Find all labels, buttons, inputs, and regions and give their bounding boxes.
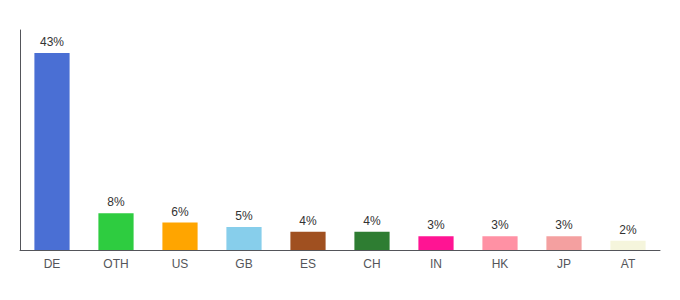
svg-text:3%: 3% <box>427 218 445 232</box>
svg-text:HK: HK <box>492 257 509 271</box>
svg-text:GB: GB <box>235 257 252 271</box>
svg-text:DE: DE <box>44 257 61 271</box>
svg-text:5%: 5% <box>235 209 253 223</box>
svg-text:6%: 6% <box>171 205 189 219</box>
svg-text:CH: CH <box>363 257 380 271</box>
svg-text:2%: 2% <box>619 223 637 237</box>
svg-text:US: US <box>172 257 189 271</box>
svg-text:JP: JP <box>557 257 571 271</box>
svg-text:4%: 4% <box>299 214 317 228</box>
svg-text:8%: 8% <box>107 195 125 209</box>
svg-text:AT: AT <box>621 257 636 271</box>
svg-text:43%: 43% <box>40 35 64 49</box>
svg-text:OTH: OTH <box>103 257 128 271</box>
svg-text:ES: ES <box>300 257 316 271</box>
svg-text:3%: 3% <box>491 218 509 232</box>
svg-text:3%: 3% <box>555 218 573 232</box>
svg-text:IN: IN <box>430 257 442 271</box>
svg-text:4%: 4% <box>363 214 381 228</box>
